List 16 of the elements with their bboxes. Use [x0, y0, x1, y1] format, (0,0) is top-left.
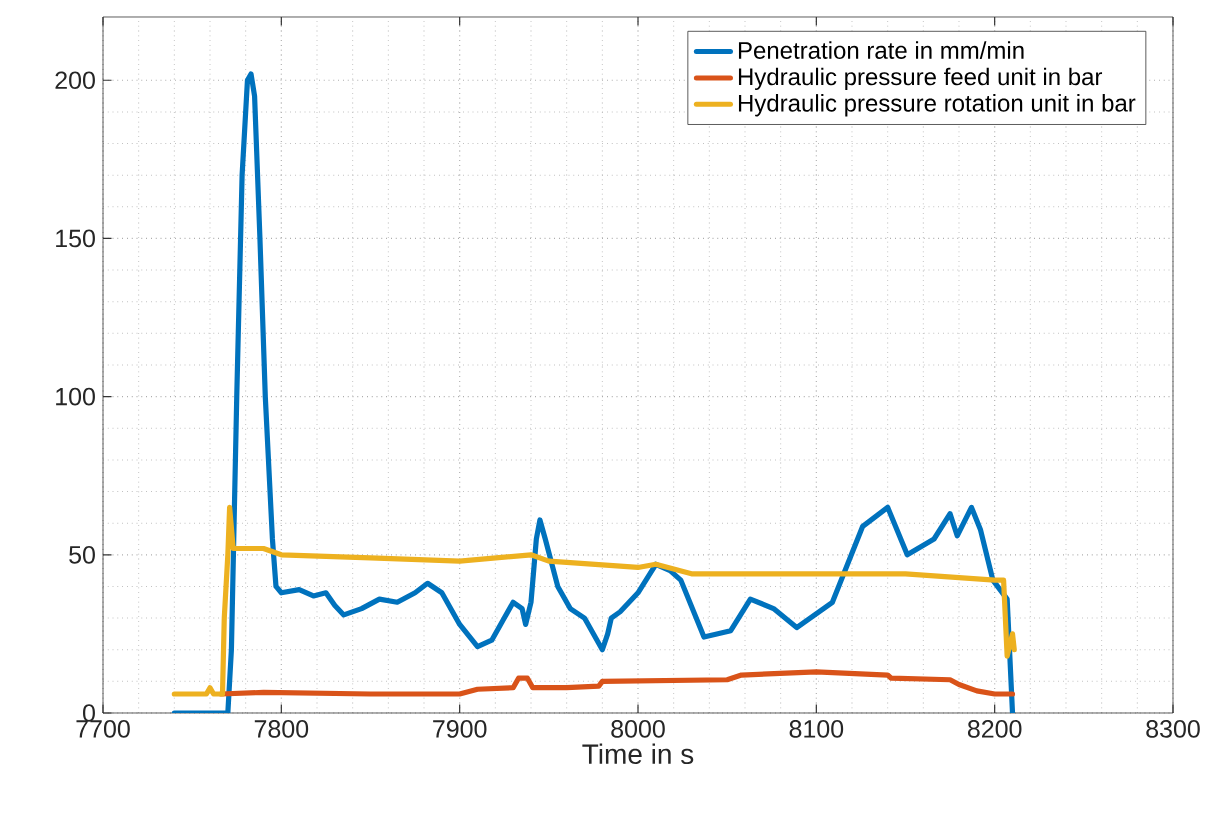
legend-label: Hydraulic pressure rotation unit in bar: [738, 94, 1136, 117]
x-tick-label: 8300: [1146, 720, 1200, 738]
y-tick-label: 0: [83, 704, 95, 722]
x-axis-title: Time in s: [582, 743, 694, 765]
x-tick-label: 7700: [76, 720, 130, 738]
y-tick-label: 100: [56, 387, 95, 406]
x-tick-label: 7800: [254, 720, 309, 738]
y-tick-label: 150: [56, 229, 95, 248]
x-tick-label: 8100: [789, 720, 844, 738]
x-tick-label: 8000: [611, 720, 665, 738]
x-tick-label: 7900: [433, 720, 487, 738]
x-tick-label: 8200: [967, 720, 1022, 738]
legend-label: Hydraulic pressure feed unit in bar: [738, 67, 1103, 91]
y-tick-label: 200: [55, 71, 95, 90]
y-tick-label: 50: [69, 545, 95, 564]
legend-label: Penetration rate in mm/min: [738, 41, 1024, 59]
